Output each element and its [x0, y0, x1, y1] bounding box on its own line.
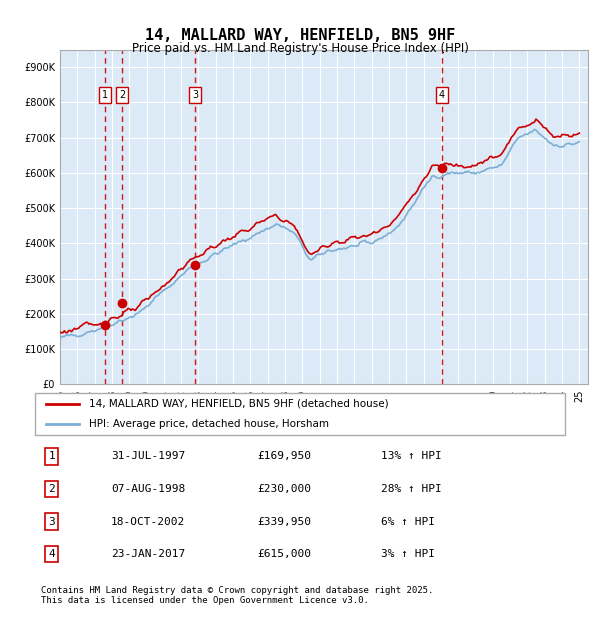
Text: 13% ↑ HPI: 13% ↑ HPI	[381, 451, 442, 461]
Text: £615,000: £615,000	[257, 549, 311, 559]
Text: 2: 2	[48, 484, 55, 494]
Text: 14, MALLARD WAY, HENFIELD, BN5 9HF: 14, MALLARD WAY, HENFIELD, BN5 9HF	[145, 28, 455, 43]
Text: 4: 4	[439, 91, 445, 100]
Text: Contains HM Land Registry data © Crown copyright and database right 2025.
This d: Contains HM Land Registry data © Crown c…	[41, 585, 433, 605]
Text: 2: 2	[119, 91, 125, 100]
Text: 3: 3	[192, 91, 198, 100]
Text: £339,950: £339,950	[257, 516, 311, 526]
Text: 1: 1	[101, 91, 108, 100]
Text: 6% ↑ HPI: 6% ↑ HPI	[381, 516, 435, 526]
Text: 1: 1	[48, 451, 55, 461]
Text: £230,000: £230,000	[257, 484, 311, 494]
Text: 23-JAN-2017: 23-JAN-2017	[111, 549, 185, 559]
Text: 31-JUL-1997: 31-JUL-1997	[111, 451, 185, 461]
Text: £169,950: £169,950	[257, 451, 311, 461]
Text: HPI: Average price, detached house, Horsham: HPI: Average price, detached house, Hors…	[89, 419, 329, 429]
Text: 18-OCT-2002: 18-OCT-2002	[111, 516, 185, 526]
Text: 14, MALLARD WAY, HENFIELD, BN5 9HF (detached house): 14, MALLARD WAY, HENFIELD, BN5 9HF (deta…	[89, 399, 389, 409]
FancyBboxPatch shape	[35, 393, 565, 435]
Text: 07-AUG-1998: 07-AUG-1998	[111, 484, 185, 494]
Text: 28% ↑ HPI: 28% ↑ HPI	[381, 484, 442, 494]
Text: 3% ↑ HPI: 3% ↑ HPI	[381, 549, 435, 559]
Text: 3: 3	[48, 516, 55, 526]
Text: Price paid vs. HM Land Registry's House Price Index (HPI): Price paid vs. HM Land Registry's House …	[131, 42, 469, 55]
Text: 4: 4	[48, 549, 55, 559]
